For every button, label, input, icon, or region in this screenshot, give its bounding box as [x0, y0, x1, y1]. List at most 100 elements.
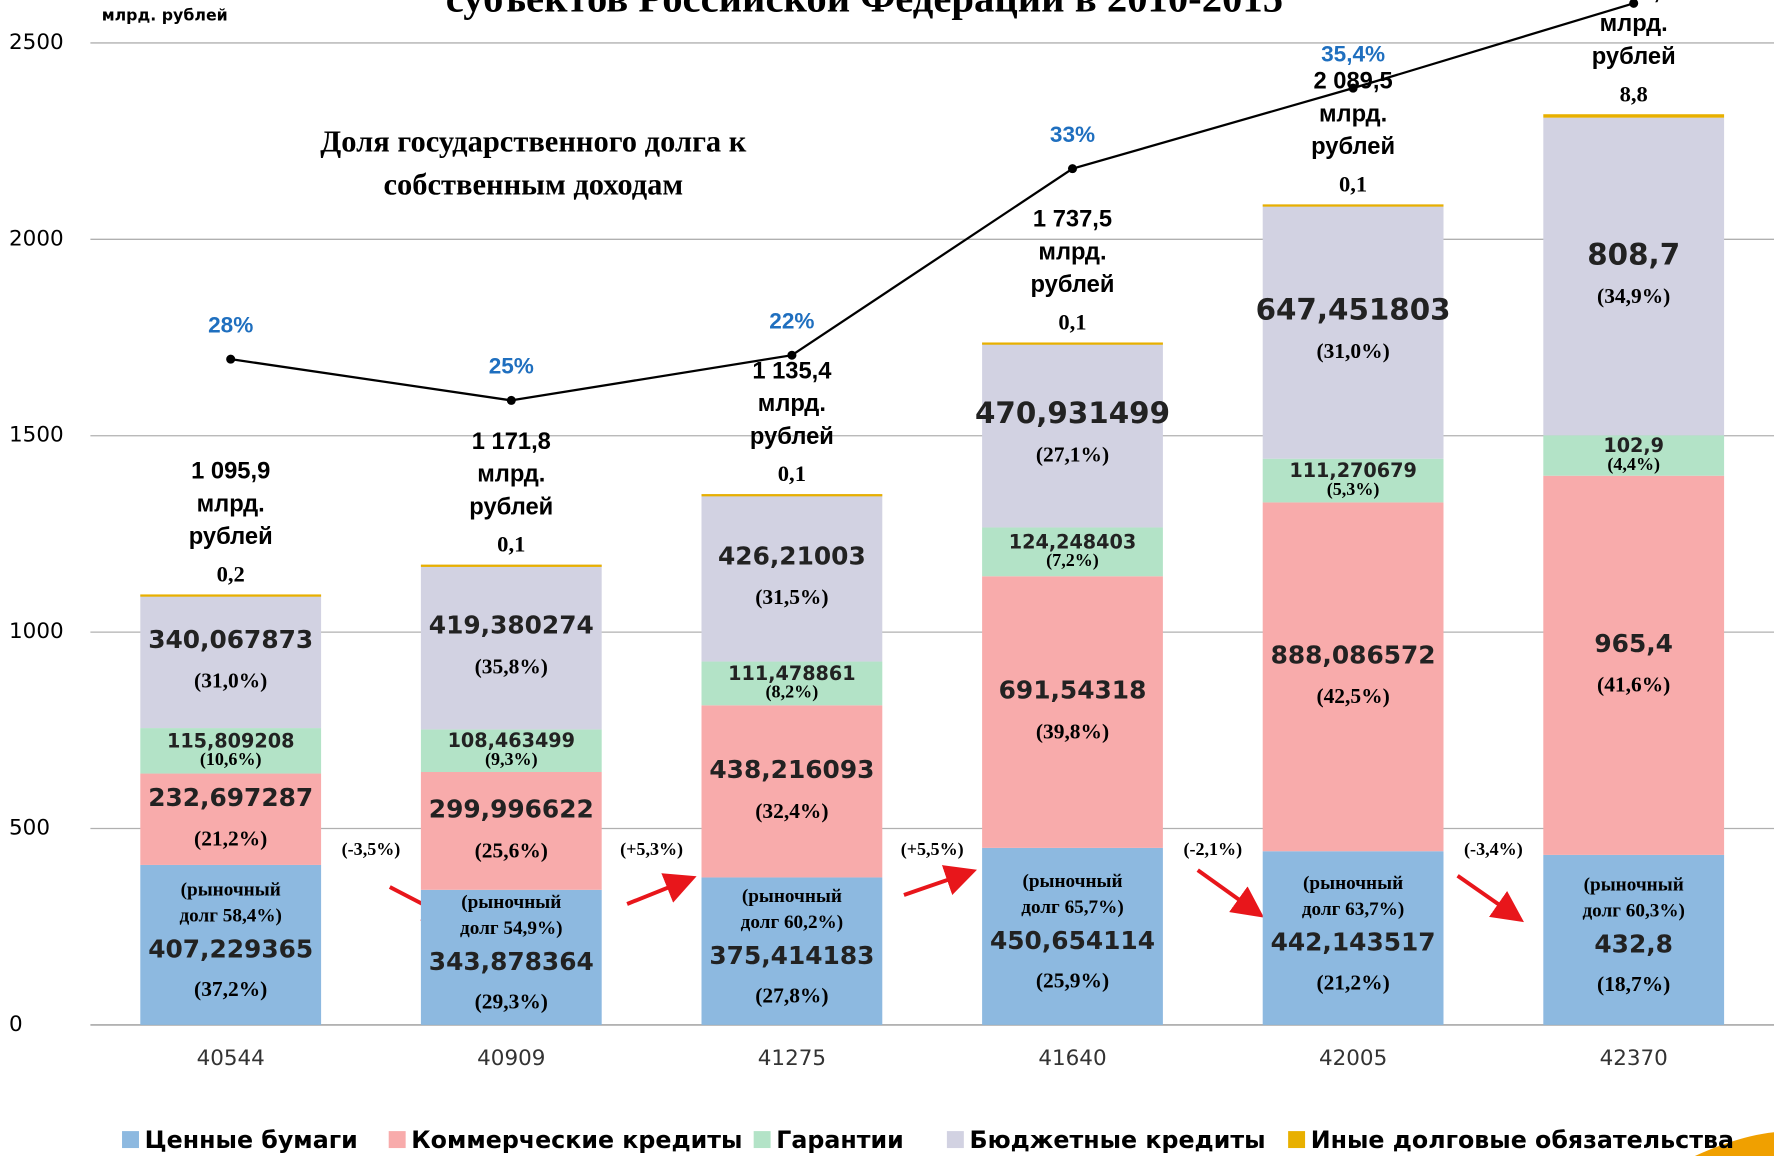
arrow	[1196, 868, 1265, 918]
bar-segment	[1543, 475, 1725, 855]
y-tick-label: 500	[9, 816, 50, 841]
segment-label: 450,654114	[990, 926, 1155, 955]
total-label: рублей	[1311, 134, 1395, 160]
total-label: 1 171,8	[472, 429, 551, 455]
legend-swatch	[122, 1131, 139, 1149]
segment-label: (18,7%)	[1597, 972, 1670, 996]
segment-label: (рыночный	[1022, 871, 1122, 892]
total-label: млрд.	[1038, 239, 1106, 265]
share-point	[1348, 83, 1358, 93]
segment-label: 111,270679	[1289, 459, 1416, 482]
bar-segment	[1543, 117, 1725, 436]
segment-label: (рыночный	[181, 880, 281, 901]
bar-segment	[1262, 458, 1444, 503]
legend-label: Бюджетные кредиты	[969, 1126, 1265, 1154]
arrow	[626, 873, 697, 906]
segment-label: (рыночный	[1584, 875, 1684, 896]
y-tick-label: 2000	[9, 226, 64, 251]
total-label: 1 737,5	[1033, 207, 1112, 233]
bar-segment	[982, 342, 1163, 528]
segment-label: (21,2%)	[1316, 970, 1389, 994]
segment-label: 115,809208	[167, 729, 294, 752]
segment-label: (42,5%)	[1316, 684, 1389, 708]
segment-label: 442,143517	[1271, 928, 1436, 957]
bar-segment	[140, 728, 322, 774]
share-label: 28%	[208, 312, 253, 337]
bar-segment	[140, 594, 322, 729]
bar-segment	[701, 494, 883, 497]
arrow	[903, 865, 977, 897]
total-label: рублей	[1592, 44, 1676, 70]
bar-segment	[701, 661, 883, 706]
bar-segment	[1543, 114, 1725, 118]
segment-label: (39,8%)	[1036, 719, 1109, 743]
segment-label: (21,2%)	[194, 827, 267, 851]
segment-label: долг 63,7%)	[1302, 899, 1404, 920]
bar-segment	[1543, 854, 1725, 1025]
share-point	[1629, 0, 1639, 8]
bar-segment	[140, 594, 322, 597]
total-label: рублей	[189, 524, 273, 550]
segment-label: долг 58,4%)	[179, 906, 281, 927]
bar-segment	[982, 576, 1163, 848]
x-tick-label: 42005	[1319, 1046, 1387, 1071]
legend-swatch	[946, 1131, 964, 1149]
segment-label: (5,3%)	[1327, 479, 1380, 500]
segment-label: (8,2%)	[766, 682, 819, 703]
x-tick-label: 41275	[758, 1046, 826, 1071]
segment-label: (35,8%)	[475, 654, 548, 678]
value-label: 8,8	[1620, 81, 1648, 106]
total-label: млрд.	[758, 391, 826, 417]
bar-segment	[420, 729, 602, 772]
segment-label: 343,878364	[429, 947, 594, 976]
value-label: 0,2	[217, 562, 245, 587]
share-point	[226, 354, 236, 364]
share-label: 25%	[489, 354, 534, 379]
y-tick-label: 1000	[9, 619, 64, 644]
segment-label: 124,248403	[1009, 530, 1136, 553]
change-label: (-3,5%)	[342, 839, 401, 860]
segment-label: 340,067873	[148, 625, 313, 654]
bar-segment	[1543, 435, 1725, 476]
segment-label: (рыночный	[742, 886, 842, 907]
bar-segment	[701, 877, 883, 1025]
annotation: Доля государственного долга к	[320, 125, 747, 159]
bar-segment	[982, 527, 1163, 577]
segment-label: (рыночный	[1303, 873, 1403, 894]
segment-label: 111,478861	[728, 662, 855, 685]
segment-label: 299,996622	[429, 795, 594, 824]
bar-segment	[140, 864, 322, 1025]
share-point	[787, 350, 797, 360]
value-label: 0,1	[1058, 310, 1086, 335]
total-label: рублей	[750, 424, 834, 450]
y-tick-label: 0	[9, 1012, 23, 1037]
segment-label: 108,463499	[448, 729, 575, 752]
segment-label: 470,931499	[975, 396, 1170, 430]
change-label: (+5,3%)	[620, 839, 683, 860]
segment-label: (27,8%)	[755, 983, 828, 1007]
segment-label: 432,8	[1594, 930, 1673, 959]
chart-title: субъектов Российской Федерации в 2010-20…	[446, 0, 1283, 21]
total-label: 1 135,4	[752, 358, 832, 384]
segment-label: (31,5%)	[755, 585, 828, 609]
legend-swatch	[388, 1131, 406, 1149]
segment-label: 647,451803	[1256, 293, 1451, 327]
legend-swatch	[753, 1131, 771, 1149]
bar-segment	[420, 889, 602, 1025]
segment-label: (32,4%)	[755, 799, 828, 823]
bar-segment	[1262, 204, 1444, 207]
segment-label: 438,216093	[709, 755, 874, 784]
share-label: 22%	[769, 308, 814, 333]
segment-label: (37,2%)	[194, 977, 267, 1001]
y-tick-label: 2500	[9, 30, 64, 55]
bar-segment	[140, 773, 322, 865]
share-label: 35,4%	[1321, 41, 1385, 66]
segment-label: (31,0%)	[1316, 339, 1389, 363]
segment-label: 965,4	[1594, 629, 1673, 658]
segment-label: 426,21003	[718, 541, 866, 570]
segment-label: (41,6%)	[1597, 673, 1670, 697]
x-tick-label: 42370	[1600, 1046, 1668, 1071]
arrow	[1456, 874, 1524, 923]
